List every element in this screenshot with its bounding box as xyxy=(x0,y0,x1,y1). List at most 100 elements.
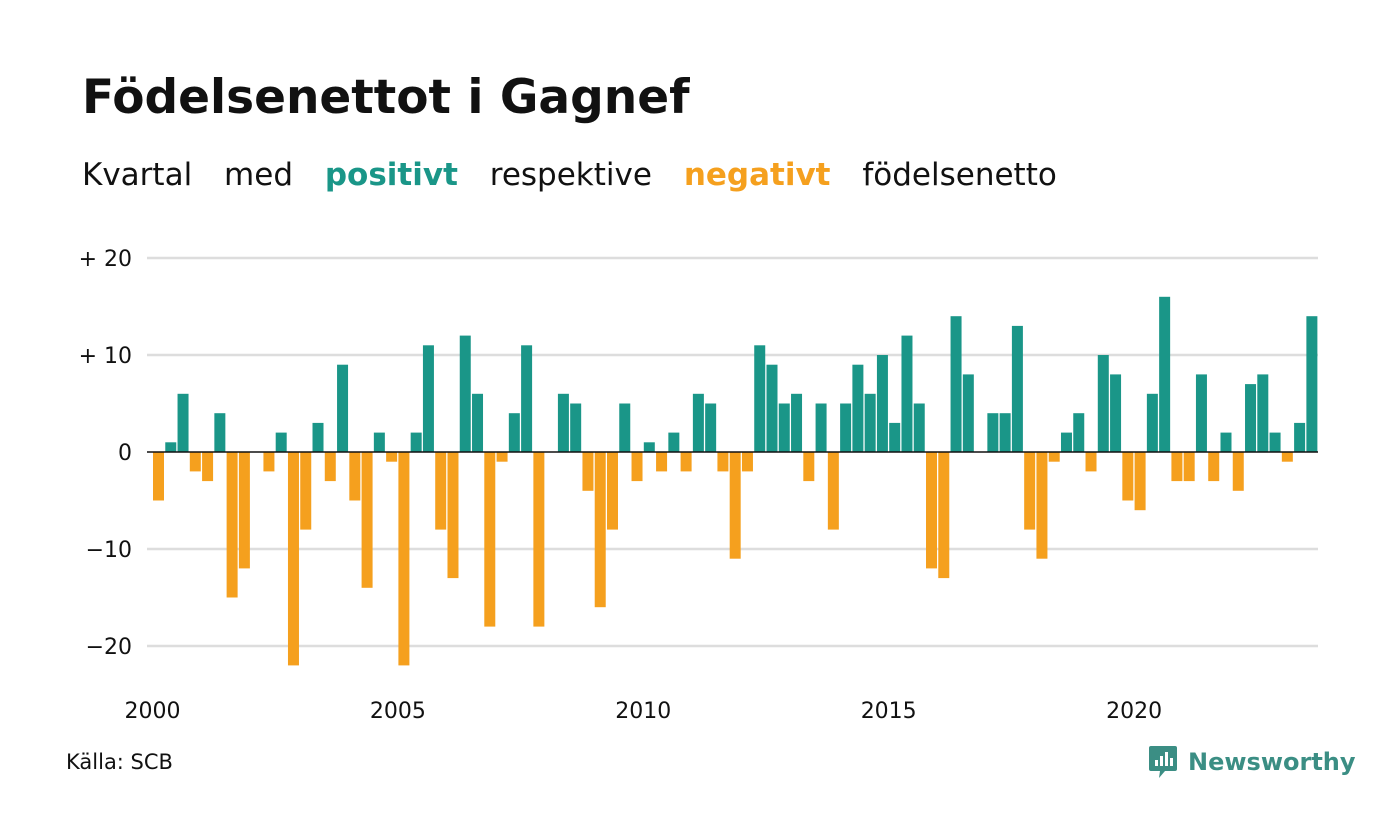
bar-positive xyxy=(521,345,533,452)
axis-layer: + 20 + 10 0 −10 −20 2000 2005 2010 2015 2020 xyxy=(79,247,1318,724)
x-tick-label: 2005 xyxy=(370,699,426,724)
bar-positive xyxy=(1195,374,1207,452)
bar-negative xyxy=(435,452,447,530)
bar-negative xyxy=(729,452,741,559)
y-tick-label: + 20 xyxy=(79,247,132,272)
bar-positive xyxy=(840,403,852,452)
bar-negative xyxy=(287,452,299,666)
bar-negative xyxy=(594,452,606,608)
bar-negative xyxy=(1085,452,1097,472)
bar-negative xyxy=(606,452,618,530)
bar-positive xyxy=(1011,325,1023,452)
subtitle-word-fodelsenetto: födelsenetto xyxy=(862,157,1057,193)
bar-positive xyxy=(962,374,974,452)
bar-positive xyxy=(214,413,226,452)
bar-positive xyxy=(557,393,569,452)
x-tick-label: 2000 xyxy=(125,699,181,724)
bar-positive xyxy=(1073,413,1085,452)
bar-negative xyxy=(533,452,545,627)
bar-negative xyxy=(631,452,643,482)
bar-positive xyxy=(791,393,803,452)
bar-positive xyxy=(999,413,1011,452)
bar-negative xyxy=(1036,452,1048,559)
bar-negative xyxy=(447,452,459,579)
bar-negative xyxy=(1208,452,1220,482)
bar-chart: + 20 + 10 0 −10 −20 2000 2005 2010 2015 2020 xyxy=(79,247,1318,724)
newsworthy-logo[interactable]: Newsworthy xyxy=(1148,744,1356,780)
source-note: Källa: SCB xyxy=(66,750,173,774)
chart-subtitle: Kvartal med positivt respektive negativt… xyxy=(82,157,1079,193)
chart-title: Födelsenettot i Gagnef xyxy=(82,70,690,125)
bar-positive xyxy=(692,393,704,452)
bar-positive xyxy=(373,432,385,452)
bar-positive xyxy=(864,393,876,452)
bar-positive xyxy=(337,364,349,452)
x-tick-label: 2015 xyxy=(861,699,917,724)
bar-positive xyxy=(987,413,999,452)
subtitle-word-med: med xyxy=(224,157,293,193)
bar-positive xyxy=(1097,355,1109,452)
bar-positive xyxy=(778,403,790,452)
bar-negative xyxy=(386,452,398,462)
bar-positive xyxy=(1159,296,1171,452)
bar-negative xyxy=(300,452,312,530)
bars-layer xyxy=(153,296,1318,666)
bar-negative xyxy=(202,452,214,482)
bar-positive xyxy=(643,442,655,452)
bar-negative xyxy=(226,452,238,598)
bar-positive xyxy=(1306,316,1318,452)
bar-negative xyxy=(803,452,815,482)
bar-negative xyxy=(1134,452,1146,511)
bar-negative xyxy=(1171,452,1183,482)
bar-positive xyxy=(1110,374,1122,452)
y-tick-label: −10 xyxy=(86,538,132,563)
bar-positive xyxy=(705,403,717,452)
bar-positive xyxy=(889,422,901,452)
subtitle-word-kvartal: Kvartal xyxy=(82,157,193,193)
bar-negative xyxy=(1048,452,1060,462)
subtitle-word-respektive: respektive xyxy=(489,157,652,193)
bar-positive xyxy=(570,403,582,452)
bar-positive xyxy=(1245,384,1257,452)
x-tick-label: 2010 xyxy=(615,699,671,724)
bar-positive xyxy=(619,403,631,452)
bar-negative xyxy=(1183,452,1195,482)
newsworthy-logo-icon xyxy=(1149,746,1177,778)
bar-negative xyxy=(153,452,164,501)
bar-positive xyxy=(312,422,324,452)
bar-negative xyxy=(741,452,753,472)
bar-positive xyxy=(410,432,422,452)
bar-negative xyxy=(349,452,361,501)
bar-positive xyxy=(901,335,913,452)
bar-negative xyxy=(484,452,496,627)
bar-negative xyxy=(496,452,508,462)
bar-positive xyxy=(275,432,287,452)
bar-positive xyxy=(950,316,962,452)
bar-negative xyxy=(361,452,373,588)
bar-negative xyxy=(1122,452,1134,501)
bar-positive xyxy=(754,345,766,452)
bar-positive xyxy=(1146,393,1158,452)
bar-positive xyxy=(508,413,520,452)
bar-negative xyxy=(189,452,201,472)
bar-positive xyxy=(177,393,189,452)
bar-negative xyxy=(1232,452,1244,491)
bar-positive xyxy=(459,335,471,452)
bar-positive xyxy=(472,393,484,452)
newsworthy-logo-text: Newsworthy xyxy=(1188,748,1356,776)
bar-positive xyxy=(1220,432,1232,452)
bar-negative xyxy=(827,452,839,530)
bar-positive xyxy=(913,403,925,452)
bar-negative xyxy=(324,452,336,482)
bar-positive xyxy=(876,355,888,452)
bar-negative xyxy=(717,452,729,472)
bar-negative xyxy=(1281,452,1293,462)
bar-positive xyxy=(766,364,778,452)
bar-negative xyxy=(926,452,938,569)
bar-negative xyxy=(680,452,692,472)
bar-negative xyxy=(263,452,275,472)
bar-negative xyxy=(238,452,250,569)
bar-negative xyxy=(938,452,950,579)
subtitle-positive-label: positivt xyxy=(324,157,458,193)
bar-negative xyxy=(582,452,594,491)
